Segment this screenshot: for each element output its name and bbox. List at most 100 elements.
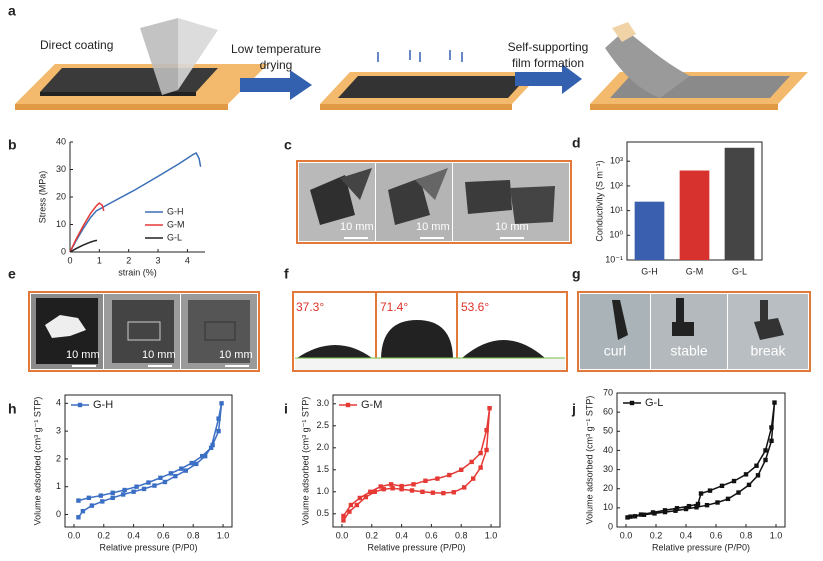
- marker: [120, 492, 126, 497]
- marker: [478, 450, 483, 456]
- marker: [686, 503, 692, 509]
- y-tick-label: 10⁻¹: [605, 254, 623, 264]
- marker: [441, 490, 446, 496]
- marker: [755, 473, 761, 478]
- marker: [484, 447, 489, 453]
- marker: [199, 453, 205, 459]
- marker: [462, 485, 467, 490]
- marker: [638, 512, 644, 517]
- marker: [674, 506, 680, 511]
- marker: [743, 472, 749, 477]
- series-line: [69, 239, 98, 253]
- bar: [679, 170, 710, 260]
- step-label: Self-supporting: [508, 40, 589, 54]
- y-axis-label: Volume adsorbed (cm³ g⁻¹ STP): [32, 397, 42, 526]
- marker: [641, 512, 647, 517]
- marker: [698, 491, 704, 496]
- marker: [216, 416, 221, 421]
- legend-marker: [345, 402, 351, 408]
- x-tick-label: 1.0: [770, 530, 783, 540]
- axes-frame: [64, 394, 233, 528]
- photo-panel-c: [296, 160, 572, 244]
- marker: [683, 506, 689, 512]
- marker: [357, 495, 363, 501]
- x-tick-label: 0.4: [127, 530, 140, 540]
- caption: curl: [604, 343, 627, 359]
- x-tick-label: 3: [156, 255, 161, 265]
- marker: [423, 478, 428, 483]
- y-tick-label: 10: [603, 502, 613, 512]
- x-tick-label: 0.8: [455, 530, 468, 540]
- y-tick-label: 10: [56, 219, 66, 229]
- caption: break: [750, 343, 786, 359]
- x-tick-label: G-H: [641, 266, 658, 276]
- step-label: drying: [260, 58, 293, 72]
- marker: [470, 476, 476, 481]
- legend-label: G-L: [167, 232, 182, 242]
- y-axis-label: Stress (MPa): [37, 171, 47, 224]
- series-line: [69, 202, 105, 253]
- x-tick-label: 0.8: [740, 530, 753, 540]
- marker: [110, 495, 115, 501]
- bar: [634, 201, 665, 260]
- marker: [162, 479, 168, 485]
- marker: [219, 401, 224, 406]
- bar: [724, 147, 755, 260]
- marker: [141, 486, 147, 492]
- y-tick-label: 2.0: [316, 442, 329, 452]
- marker: [100, 499, 105, 504]
- step-label: Low temperature: [231, 42, 321, 56]
- axes-frame: [616, 392, 786, 528]
- y-tick-label: 20: [56, 191, 66, 201]
- series-line: [77, 403, 223, 518]
- contact-angle: 71.4°: [380, 300, 408, 314]
- marker: [158, 475, 163, 481]
- step-label: film formation: [512, 56, 584, 70]
- panel-label: d: [572, 135, 581, 151]
- marker: [348, 502, 354, 508]
- marker: [76, 498, 81, 503]
- y-tick-label: 30: [56, 164, 66, 174]
- marker: [134, 484, 139, 489]
- marker: [754, 463, 759, 468]
- marker: [168, 471, 174, 476]
- x-axis-label: strain (%): [118, 267, 157, 277]
- marker: [487, 406, 492, 411]
- legend-label: G-L: [645, 397, 663, 409]
- x-tick-label: 4: [185, 255, 190, 265]
- scale-label: 10 mm: [495, 221, 529, 233]
- marker: [772, 400, 777, 405]
- marker: [173, 473, 178, 479]
- marker: [673, 508, 678, 513]
- marker: [694, 505, 699, 510]
- marker: [76, 515, 81, 520]
- marker: [769, 438, 774, 444]
- photo-panel-e: [28, 291, 260, 372]
- x-tick-label: 0.0: [336, 530, 349, 540]
- panel-label: f: [284, 266, 289, 282]
- y-tick-label: 4: [56, 398, 61, 408]
- marker: [372, 489, 377, 494]
- contact-angle: 37.3°: [296, 300, 324, 314]
- x-tick-label: 1: [97, 255, 102, 265]
- x-tick-label: 0.6: [157, 530, 170, 540]
- marker: [409, 488, 415, 493]
- x-tick-label: 2: [126, 255, 131, 265]
- x-axis-label: Relative pressure (P/P0): [367, 542, 465, 552]
- marker: [763, 457, 768, 463]
- y-axis-label: Volume adsorbed (cm³ g⁻¹ STP): [584, 396, 594, 525]
- y-axis-label: Conductivity (S m⁻¹): [594, 160, 604, 241]
- marker: [746, 482, 752, 488]
- marker: [399, 486, 404, 492]
- marker: [202, 453, 208, 459]
- legend-label: G-H: [167, 206, 184, 216]
- marker: [447, 472, 452, 478]
- marker: [86, 495, 92, 501]
- x-tick-label: 0.0: [620, 530, 633, 540]
- legend-label: G-M: [361, 399, 382, 411]
- marker: [632, 514, 638, 519]
- marker: [216, 428, 221, 434]
- y-tick-label: 1: [56, 481, 61, 491]
- y-tick-label: 0: [56, 509, 61, 519]
